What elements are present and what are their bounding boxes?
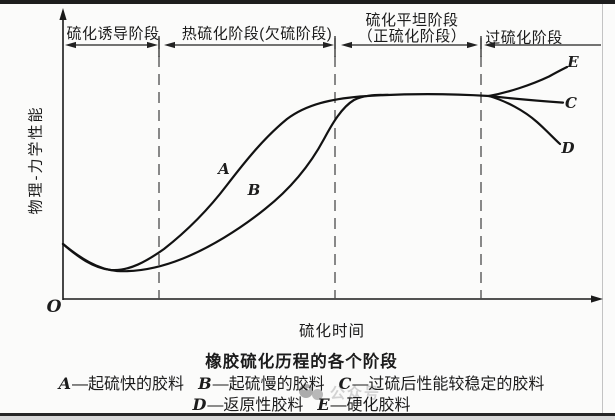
right-border-line <box>602 4 603 413</box>
curve-label-e: E <box>567 53 579 71</box>
arrow-right-icon <box>147 41 158 49</box>
legend-letter-a: A <box>58 374 72 393</box>
curve-c <box>487 94 565 104</box>
stage-label-over-cure: 过硫化阶段 <box>485 29 563 47</box>
legend-letter-d: D <box>192 395 207 414</box>
curve-d <box>487 94 562 146</box>
curve-label-a: A <box>218 160 230 178</box>
arrow-right-icon <box>467 41 478 49</box>
arrow-right-icon <box>323 41 334 49</box>
legend-desc-d: —返原性胶料 <box>207 397 304 414</box>
stage-label-plateau-line1: 硫化平坦阶段 <box>365 12 459 29</box>
figure-caption: 橡胶硫化历程的各个阶段 <box>205 353 398 371</box>
stage-label-hot-cure: 热硫化阶段(欠硫阶段) <box>181 25 333 43</box>
legend-row-1: A—起硫快的胶料 B—起硫慢的胶料 C—过硫后性能较稳定的胶料 <box>0 370 603 394</box>
stage-label-plateau: 硫化平坦阶段 （正硫化阶段） <box>358 13 467 45</box>
top-border-bar <box>0 0 615 4</box>
stage-label-plateau-line2: （正硫化阶段） <box>357 28 467 45</box>
arrow-left-icon <box>484 41 495 49</box>
legend-letter-c: C <box>338 374 352 393</box>
legend-item-a: A—起硫快的胶料 <box>59 370 184 394</box>
arrow-left-icon <box>65 41 76 49</box>
legend-letter-e: E <box>317 395 330 414</box>
arrow-left-icon <box>164 41 175 49</box>
stage-label-induction: 硫化诱导阶段 <box>66 25 160 43</box>
legend-desc-e: —硬化胶料 <box>330 397 411 414</box>
curve-b <box>61 93 390 273</box>
curve-label-d: D <box>561 139 575 157</box>
legend-desc-a: —起硫快的胶料 <box>72 376 185 393</box>
watermark-text: 公众号 <box>330 385 382 402</box>
curve-a <box>61 93 491 272</box>
arrow-left-icon <box>341 41 352 49</box>
legend-item-e: E—硬化胶料 <box>317 391 410 415</box>
legend-item-c: C—过硫后性能较稳定的胶料 <box>339 370 545 394</box>
y-axis-arrow-icon <box>59 8 67 20</box>
curve-label-b: B <box>247 181 261 199</box>
curve-e <box>487 65 569 98</box>
watermark-logo-icon <box>312 389 323 400</box>
watermark-logo-eye-icon <box>307 388 309 390</box>
legend-row-2: D—返原性胶料 E—硬化胶料 <box>0 391 603 415</box>
y-axis-label: 物理-力学性能 <box>27 105 45 215</box>
x-axis-arrow-icon <box>591 295 603 303</box>
bottom-gray-strip <box>0 416 615 420</box>
origin-label: O <box>46 297 62 317</box>
curve-label-c: C <box>565 94 577 112</box>
watermark-logo-icon <box>299 384 313 398</box>
legend-item-b: B—起硫慢的胶料 <box>198 370 325 394</box>
legend-letter-b: B <box>198 374 212 393</box>
bottom-border-bar <box>0 413 615 416</box>
legend-desc-b: —起硫慢的胶料 <box>212 376 325 393</box>
x-axis-label: 硫化时间 <box>298 323 366 340</box>
legend-item-d: D—返原性胶料 <box>192 391 303 415</box>
watermark-logo-eye-icon <box>303 388 305 390</box>
legend-desc-c: —过硫后性能较稳定的胶料 <box>352 376 545 393</box>
